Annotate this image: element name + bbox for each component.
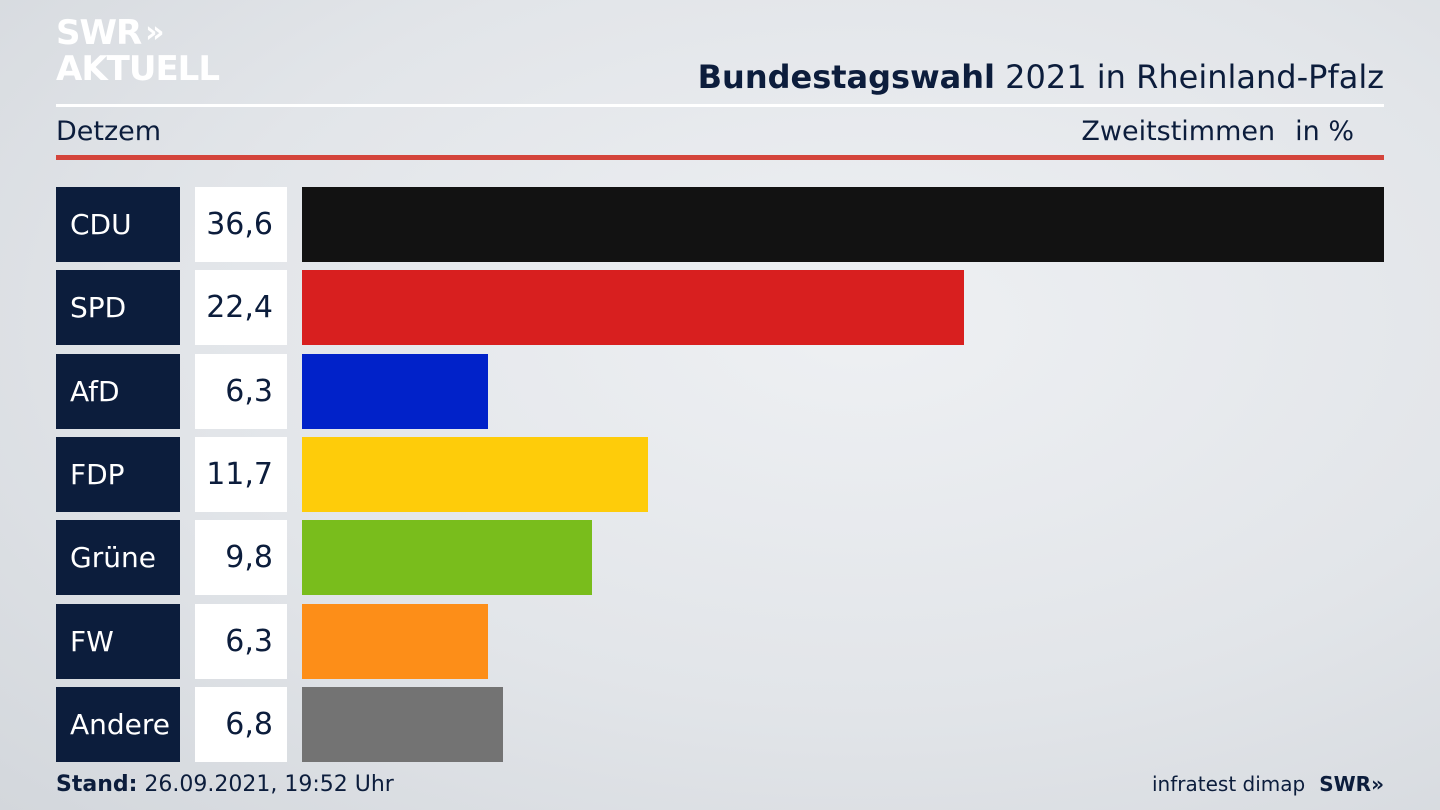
value-label: 6,3 [195, 354, 287, 429]
bar [302, 687, 503, 762]
swr-small-logo: SWR» [1319, 772, 1384, 796]
chart-title: Bundestagswahl 2021 in Rheinland-Pfalz [698, 58, 1384, 96]
value-label: 11,7 [195, 437, 287, 512]
accent-divider [56, 155, 1384, 160]
source-credit: infratest dimap SWR» [1152, 772, 1384, 796]
header-divider [56, 104, 1384, 107]
district-label: Detzem [56, 116, 162, 147]
logo-aktuell-text: AKTUELL [56, 49, 220, 89]
party-label: AfD [56, 354, 180, 429]
value-label: 22,4 [195, 270, 287, 345]
bar [302, 520, 592, 595]
party-label: FDP [56, 437, 180, 512]
timestamp-value: 26.09.2021, 19:52 Uhr [137, 772, 394, 797]
bar [302, 187, 1384, 262]
swr-aktuell-logo: SWR» AKTUELL [56, 13, 220, 89]
measure-text: Zweitstimmen [1081, 116, 1276, 147]
value-label: 9,8 [195, 520, 287, 595]
value-label: 6,8 [195, 687, 287, 762]
bar [302, 604, 488, 679]
source-text: infratest dimap [1152, 772, 1306, 796]
party-label: SPD [56, 270, 180, 345]
party-label: Andere [56, 687, 180, 762]
bar [302, 270, 964, 345]
timestamp-label: Stand: [56, 772, 138, 797]
party-label: CDU [56, 187, 180, 262]
party-label: FW [56, 604, 180, 679]
value-label: 6,3 [195, 604, 287, 679]
bar [302, 354, 488, 429]
measure-label: Zweitstimmen in % [1081, 116, 1354, 147]
bar [302, 437, 648, 512]
value-label: 36,6 [195, 187, 287, 262]
chart-title-rest: 2021 in Rheinland-Pfalz [995, 58, 1384, 96]
party-label: Grüne [56, 520, 180, 595]
logo-chevron-icon: » [145, 15, 165, 50]
chart-title-bold: Bundestagswahl [697, 58, 995, 96]
logo-swr-text: SWR [56, 13, 142, 53]
timestamp: Stand: 26.09.2021, 19:52 Uhr [56, 772, 394, 797]
unit-text: in % [1295, 116, 1354, 147]
